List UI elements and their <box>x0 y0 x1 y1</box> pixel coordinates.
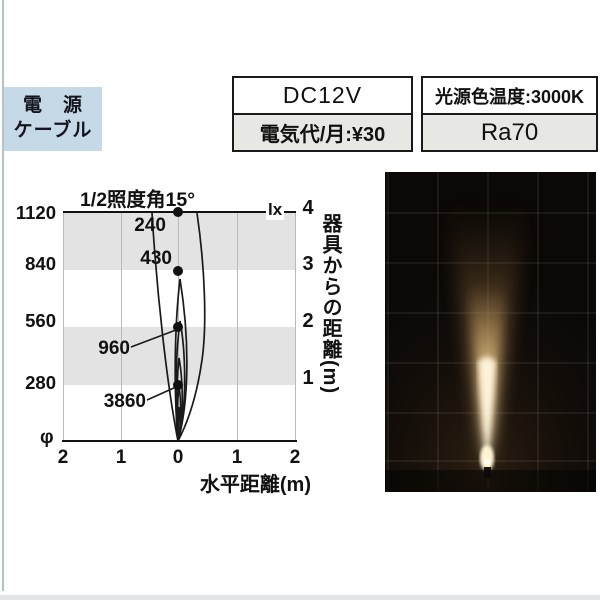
power-cable-line1: 電 源 <box>22 95 83 117</box>
x-axis-title: 水平距離(m) <box>199 474 311 496</box>
lux-label-4m: 240 <box>134 215 166 236</box>
left-axis-value-840: 840 <box>25 253 56 274</box>
lux-label-2m: 960 <box>98 338 130 359</box>
x-tick-left1: 1 <box>115 447 127 468</box>
right-axis-value-1: 1 <box>302 367 314 389</box>
right-axis-title: 器具からの距離(m) <box>319 213 341 395</box>
right-axis-value-2: 2 <box>302 310 314 332</box>
chart-top-axis <box>63 211 296 214</box>
electricity-cost-value: 電気代/月:¥30 <box>234 113 411 150</box>
right-axis-value-3: 3 <box>302 253 314 275</box>
beam-hotspot-glow <box>480 445 494 471</box>
gridline-x-center <box>178 212 179 441</box>
left-axis-value-280: 280 <box>25 372 56 393</box>
gridline-x-right2 <box>295 212 296 441</box>
chart-title: 1/2照度角15° <box>79 189 196 211</box>
power-cable-label: 電 源 ケーブル <box>4 87 102 151</box>
bottom-section-divider <box>0 595 600 600</box>
gridline-x-right1 <box>237 212 238 441</box>
beam-hotspot <box>484 459 490 465</box>
x-tick-right2: 2 <box>289 447 301 468</box>
chart-bottom-axis <box>62 439 297 443</box>
lux-unit-label: lx <box>266 200 285 220</box>
beam-photo-render <box>385 172 596 492</box>
lux-label-1m: 3860 <box>103 391 146 412</box>
ground-shadow <box>385 470 596 492</box>
lux-label-3m: 430 <box>140 248 172 269</box>
cri-value: Ra70 <box>423 113 596 150</box>
voltage-value: DC12V <box>282 82 363 108</box>
spec-table-light: 光源色温度:3000K Ra70 <box>421 76 598 152</box>
diameter-symbol: φ <box>40 427 54 448</box>
right-axis-value-4: 4 <box>302 197 314 219</box>
beam-inner <box>478 357 496 464</box>
color-temperature-value: 光源色温度:3000K <box>434 86 585 107</box>
beam-photo <box>385 172 596 492</box>
x-tick-center: 0 <box>172 447 184 468</box>
gridline-x-left2 <box>63 212 64 441</box>
x-tick-right1: 1 <box>231 447 243 468</box>
leader-line-3860 <box>146 386 177 401</box>
left-column-divider <box>2 0 4 591</box>
gridline-x-left1 <box>121 212 122 441</box>
chart-band-4m-3m <box>63 212 295 270</box>
left-axis-value-560: 560 <box>25 310 56 331</box>
x-tick-left2: 2 <box>57 447 69 468</box>
power-cable-line2: ケーブル <box>13 120 93 141</box>
left-axis-value-1120: 1120 <box>15 202 56 223</box>
spec-table-power: DC12V 電気代/月:¥30 <box>232 76 413 152</box>
